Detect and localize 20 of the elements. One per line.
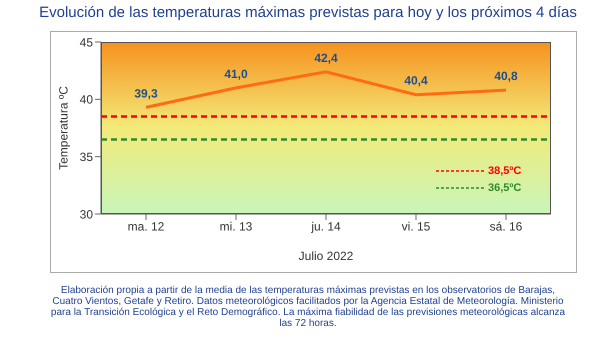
- data-label: 42,4: [314, 50, 338, 65]
- data-label: 40,4: [404, 74, 428, 88]
- x-tick-label: mi. 13: [220, 220, 253, 234]
- x-axis-title: Julio 2022: [298, 249, 354, 263]
- x-tick-label: ju. 14: [310, 220, 341, 234]
- y-tick-label: 40: [80, 92, 94, 107]
- x-tick-label: ma. 12: [128, 220, 165, 234]
- data-label: 40,8: [494, 69, 518, 84]
- legend-label: 36,5ºC: [488, 182, 522, 194]
- y-tick-label: 35: [80, 150, 94, 164]
- data-label: 39,3: [134, 86, 158, 100]
- x-tick-label: sá. 16: [490, 220, 523, 234]
- legend-label: 38,5ºC: [488, 164, 522, 176]
- data-label: 41,0: [224, 66, 248, 81]
- y-tick-label: 45: [80, 35, 94, 50]
- y-axis-title: Temperatura ºC: [56, 86, 70, 170]
- x-tick-label: vi. 15: [402, 220, 431, 234]
- text: Elaboración propia a partir de la media de las temperaturas máximas previstas en los observatorios de Barajas, Cuatro Vientos, Getafe y Retiro. Datos meteorológicos facilitados por la Agencia Estatal de Meteorología. Ministerio para la Transición Ecológica y el Reto Demográfico. La máxima fiabilidad de las previsiones meteorológicas alcanza las 72 horas.: [50, 285, 566, 329]
- y-tick-label: 30: [80, 207, 94, 222]
- chart-title: Evolución de las temperaturas máximas previstas para hoy y los próximos 4 días: [38, 4, 578, 21]
